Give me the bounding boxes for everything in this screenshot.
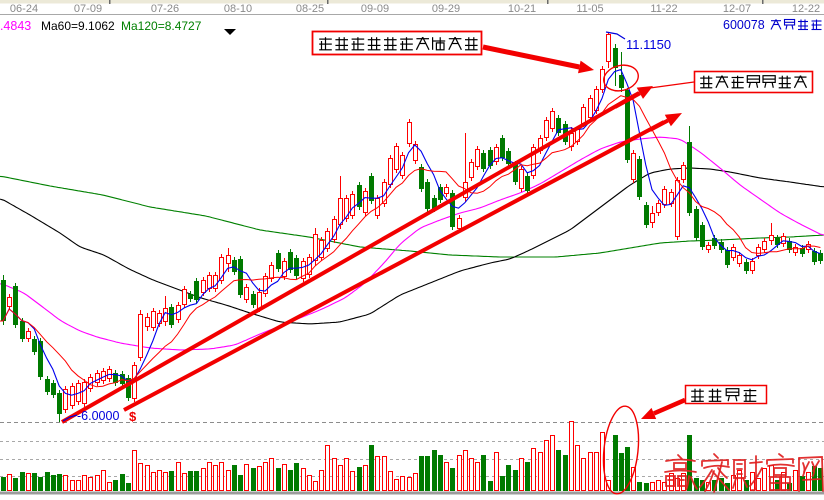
svg-text:10-21: 10-21 bbox=[508, 3, 536, 15]
svg-text:Ma120=8.4727: Ma120=8.4727 bbox=[121, 19, 202, 33]
svg-text:09-09: 09-09 bbox=[361, 3, 389, 15]
svg-text:Ma60=9.1062: Ma60=9.1062 bbox=[41, 19, 115, 33]
svg-text:09-29: 09-29 bbox=[432, 3, 460, 15]
svg-text:08-10: 08-10 bbox=[224, 3, 252, 15]
svg-text:12-22: 12-22 bbox=[792, 3, 820, 15]
svg-text:11.1150: 11.1150 bbox=[626, 37, 671, 52]
svg-text:07-26: 07-26 bbox=[151, 3, 179, 15]
svg-text:600078: 600078 bbox=[723, 18, 765, 32]
svg-text:07-09: 07-09 bbox=[74, 3, 102, 15]
svg-text:08-25: 08-25 bbox=[296, 3, 324, 15]
svg-text:11-05: 11-05 bbox=[576, 3, 603, 15]
svg-text:06-24: 06-24 bbox=[10, 3, 38, 15]
svg-text:8.4843: 8.4843 bbox=[0, 19, 31, 33]
svg-text:$: $ bbox=[129, 409, 137, 424]
svg-text:12-07: 12-07 bbox=[723, 3, 751, 15]
svg-text:-6.0000: -6.0000 bbox=[77, 409, 119, 423]
svg-text:11-22: 11-22 bbox=[650, 3, 677, 15]
